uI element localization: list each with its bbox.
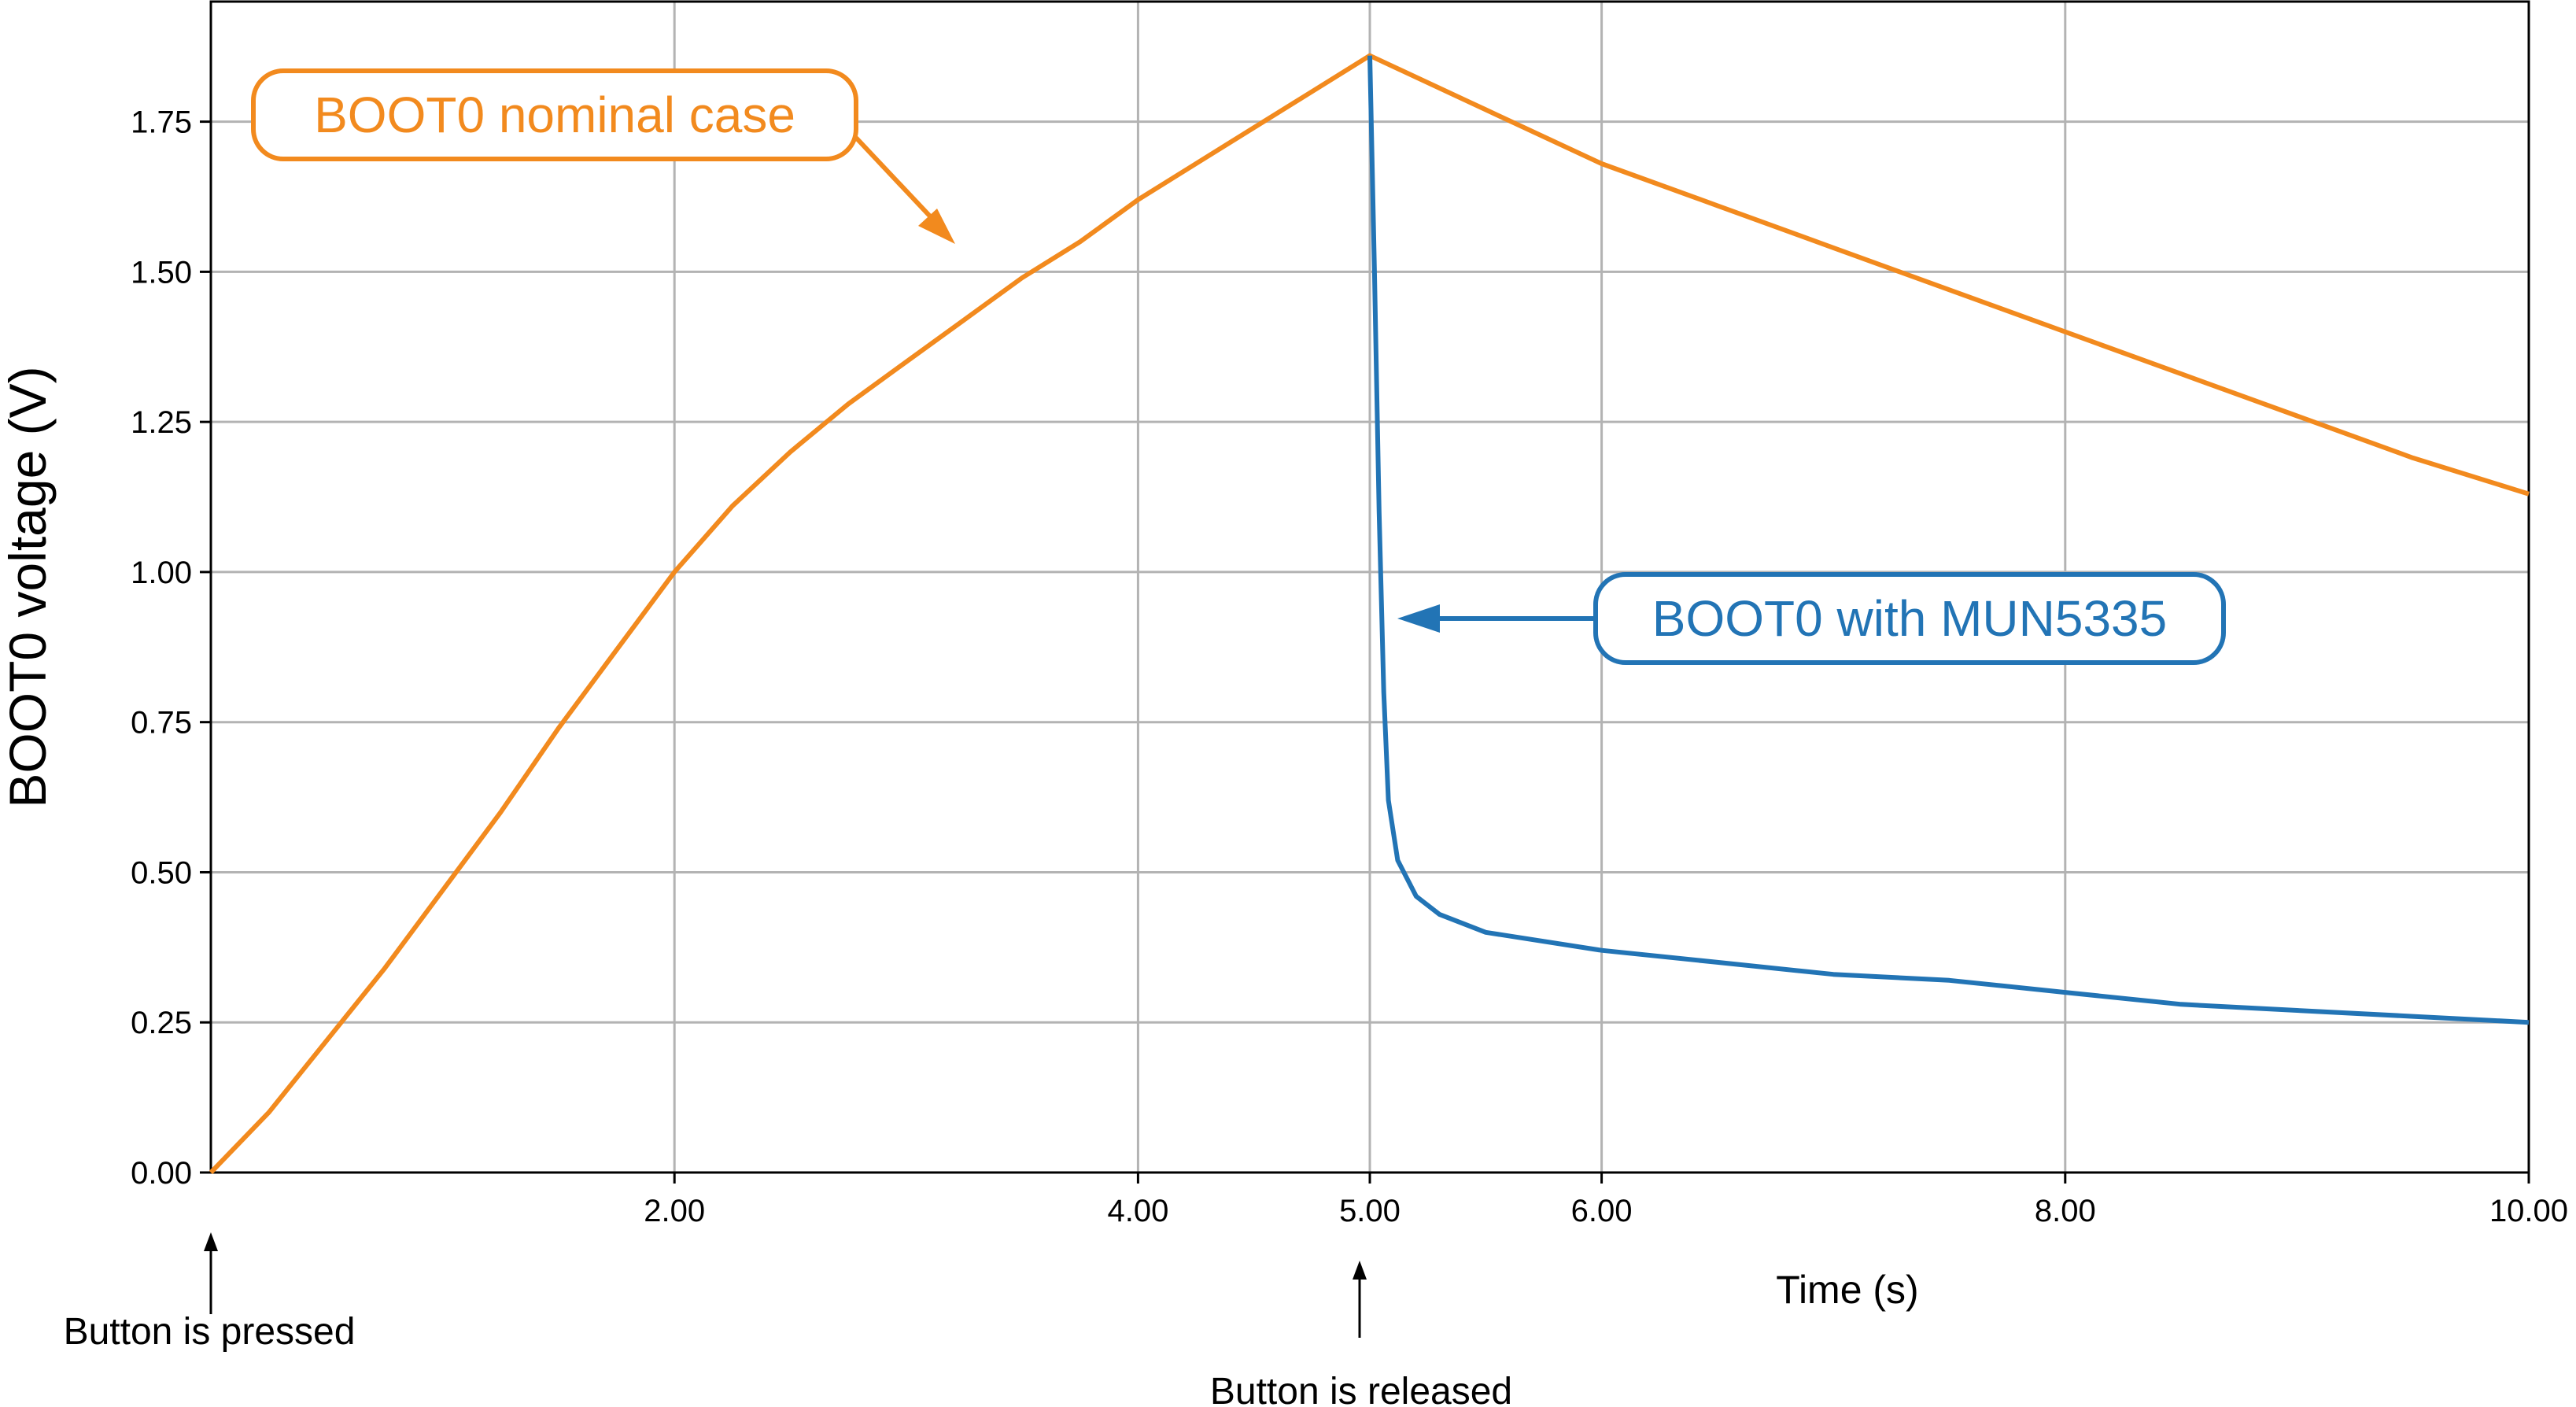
y-tick-label: 0.00 — [131, 1156, 192, 1191]
y-axis-label: BOOT0 voltage (V) — [0, 366, 57, 807]
annotation-nominal-arrowhead — [918, 209, 955, 244]
x-tick-label: 2.00 — [644, 1194, 705, 1228]
annotation-nominal-label: BOOT0 nominal case — [314, 87, 795, 143]
x-tick-label: 5.00 — [1339, 1194, 1401, 1228]
y-tick-label: 0.25 — [131, 1006, 192, 1040]
x-tick-label: 4.00 — [1107, 1194, 1168, 1228]
annotation-mun5335: BOOT0 with MUN5335 — [1397, 572, 2226, 665]
y-tick-label: 1.00 — [131, 556, 192, 590]
annotation-mun5335-arrowhead — [1397, 604, 1440, 633]
annotation-nominal-case: BOOT0 nominal case — [251, 68, 955, 244]
x-axis-label: Time (s) — [1776, 1268, 1918, 1312]
y-tick-label: 0.50 — [131, 855, 192, 890]
y-axis-ticks: 0.00 0.25 0.50 0.75 1.00 1.25 1.50 1.75 — [131, 105, 211, 1191]
y-tick-label: 0.75 — [131, 706, 192, 740]
event-pressed: Button is pressed — [64, 1232, 356, 1353]
event-released-label: Button is released — [1210, 1371, 1512, 1407]
x-tick-label: 6.00 — [1571, 1194, 1633, 1228]
x-axis-ticks: 2.00 4.00 5.00 6.00 8.00 10.00 — [644, 1172, 2568, 1228]
y-tick-label: 1.25 — [131, 405, 192, 440]
series-line-mun5335 — [1367, 55, 2530, 1025]
event-released: Button is released — [1210, 1261, 1512, 1407]
y-tick-label: 1.50 — [131, 255, 192, 290]
series-line-nominal — [209, 53, 2530, 1175]
y-tick-label: 1.75 — [131, 105, 192, 140]
x-tick-label: 10.00 — [2489, 1194, 2568, 1228]
annotation-mun5335-label: BOOT0 with MUN5335 — [1652, 590, 2167, 647]
series — [209, 53, 2530, 1175]
event-pressed-label: Button is pressed — [64, 1311, 356, 1353]
x-tick-label: 8.00 — [2035, 1194, 2096, 1228]
